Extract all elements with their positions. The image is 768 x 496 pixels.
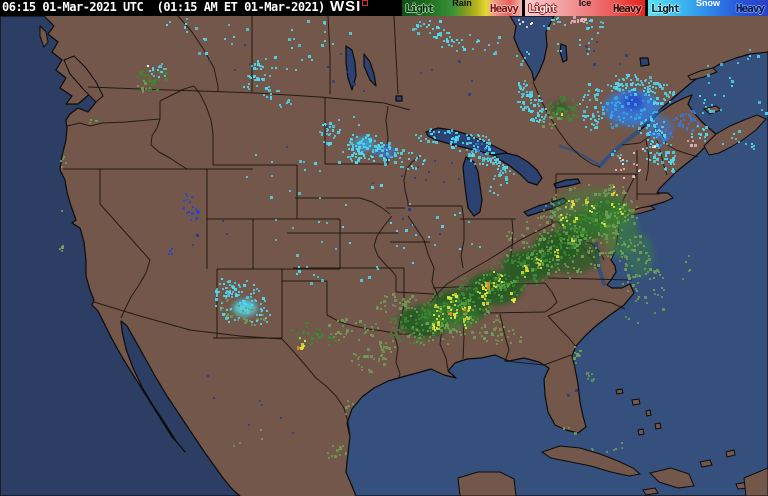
legend-snow-title: Snow	[696, 0, 720, 8]
legend-snow: Light Snow Heavy	[648, 0, 768, 16]
legend-rain-heavy-label: Heavy	[489, 2, 519, 15]
timestamp-text: 06:15 01-Mar-2021 UTC (01:15 AM ET 01-Ma…	[2, 0, 325, 14]
radar-map	[0, 16, 768, 496]
legend-rain-light-label: Light	[405, 2, 434, 15]
legend-snow-heavy-label: Heavy	[735, 2, 765, 15]
legend-ice-light-label: Light	[528, 2, 557, 15]
radar-map-svg	[0, 16, 768, 496]
header-bar: 06:15 01-Mar-2021 UTC (01:15 AM ET 01-Ma…	[0, 0, 768, 16]
legend-ice-heavy-label: Heavy	[612, 2, 642, 15]
precip-legend: Light Rain Heavy Light Ice Heavy Light S…	[402, 0, 768, 16]
legend-ice: Light Ice Heavy	[525, 0, 645, 16]
legend-rain: Light Rain Heavy	[402, 0, 522, 16]
wsi-logo: WSI	[330, 0, 369, 15]
legend-snow-light-label: Light	[651, 2, 680, 15]
legend-rain-title: Rain	[452, 0, 472, 8]
trademark-icon	[362, 0, 369, 6]
legend-ice-title: Ice	[578, 0, 592, 8]
